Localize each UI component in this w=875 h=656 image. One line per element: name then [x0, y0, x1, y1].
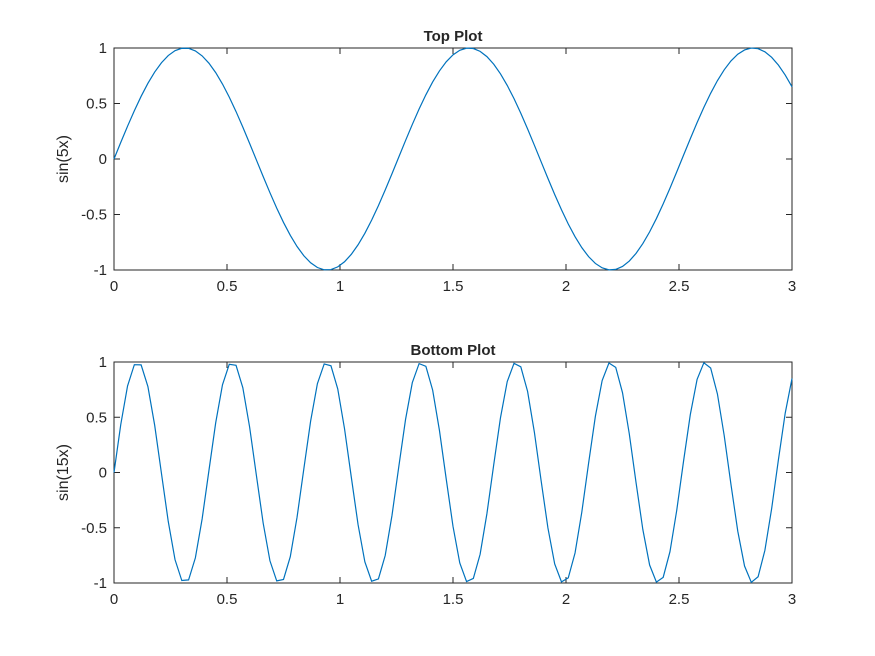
y-tick-label: -0.5: [81, 520, 107, 537]
y-tick-label: 0: [99, 465, 107, 482]
y-tick-label: 0.5: [86, 409, 107, 426]
chart-title: Top Plot: [424, 28, 483, 45]
x-tick-label: 3: [788, 278, 796, 295]
x-tick-label: 1: [336, 591, 344, 608]
plot-area: [113, 47, 793, 271]
series-line-sin(5x): [113, 47, 793, 271]
x-tick-label: 2: [562, 591, 570, 608]
x-tick-label: 0: [110, 278, 118, 295]
x-tick-label: 2.5: [669, 278, 690, 295]
y-axis-label: sin(5x): [55, 135, 72, 183]
x-tick-label: 0.5: [217, 278, 238, 295]
x-tick-label: 0.5: [217, 591, 238, 608]
y-tick-label: -1: [94, 262, 107, 279]
series-line-sin(15x): [113, 361, 793, 584]
axes-top-plot: 0 0.5 1 1.5 2 2.5 3 -1 -0.5 0 0.5 1 Top Plot sin(5x): [55, 28, 796, 295]
x-tick-label: 1: [336, 278, 344, 295]
y-tick-label: 1: [99, 40, 107, 57]
x-tick-label: 2: [562, 278, 570, 295]
y-tick-label: -1: [94, 575, 107, 592]
x-tick-label: 3: [788, 591, 796, 608]
y-tick-label: 1: [99, 354, 107, 371]
x-tick-label: 0: [110, 591, 118, 608]
y-tick-label: 0: [99, 151, 107, 168]
axes-bottom-plot: 0 0.5 1 1.5 2 2.5 3 -1 -0.5 0 0.5 1 Bottom Plot sin(1…: [55, 342, 796, 608]
plot-area: [113, 361, 793, 584]
y-tick-label: -0.5: [81, 207, 107, 224]
chart-title: Bottom Plot: [411, 342, 496, 359]
y-axis-label: sin(15x): [55, 444, 72, 501]
x-tick-label: 2.5: [669, 591, 690, 608]
x-tick-label: 1.5: [443, 591, 464, 608]
x-tick-label: 1.5: [443, 278, 464, 295]
y-tick-label: 0.5: [86, 96, 107, 113]
